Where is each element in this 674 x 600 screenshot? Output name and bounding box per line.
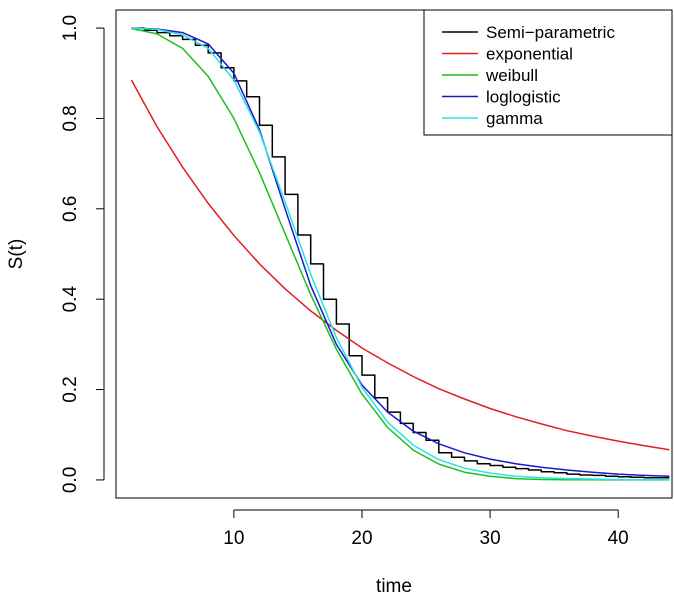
x-axis: 10 20 30 40: [223, 509, 629, 549]
legend-box: [423, 9, 673, 136]
series-layer: [130, 27, 670, 481]
y-tick-label: 1.0: [60, 15, 81, 41]
legend-label: gamma: [486, 109, 543, 128]
x-axis-label: time: [376, 576, 412, 597]
y-tick-label: 0.6: [60, 196, 81, 222]
y-tick-label: 0.0: [60, 467, 81, 493]
y-tick-label: 0.2: [60, 376, 81, 402]
x-tick-label: 30: [480, 528, 501, 549]
x-tick-label: 40: [608, 528, 629, 549]
x-tick-label: 20: [351, 528, 372, 549]
series-line-3: [131, 27, 670, 478]
legend-label: exponential: [486, 45, 573, 64]
legend-label: loglogistic: [486, 88, 561, 107]
legend-label: Semi−parametric: [486, 23, 615, 42]
series-line-0: [131, 27, 670, 479]
series-line-4: [131, 27, 670, 481]
y-axis: 0.0 0.2 0.4 0.6 0.8 1.0: [60, 15, 105, 493]
y-axis-label: S(t): [6, 239, 27, 270]
series-line-2: [131, 27, 670, 481]
series-line-1: [130, 79, 670, 451]
legend: Semi−parametric exponential weibull loglogi…: [423, 9, 673, 136]
y-tick-label: 0.4: [60, 286, 81, 313]
legend-label: weibull: [485, 66, 538, 85]
plot-frame: [115, 9, 673, 499]
y-tick-label: 0.8: [60, 105, 81, 131]
x-tick-label: 10: [223, 528, 244, 549]
